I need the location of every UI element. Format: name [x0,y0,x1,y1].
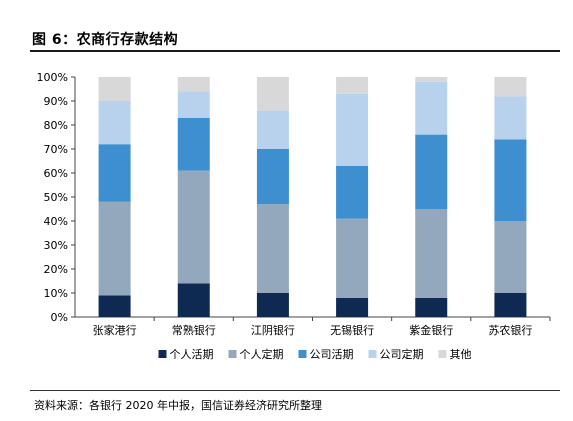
stacked-bar-chart: 0% 10% 20% 30% 40% 50% 60% 70% 80% 90% 100% 张家港行 常熟银… [37,71,551,361]
bar-segment [256,77,289,111]
bar-segment [98,101,131,145]
legend-swatch [298,350,307,358]
y-tick-label: 50% [44,191,68,204]
y-tick-label: 10% [44,287,68,300]
x-tick-label: 无锡银行 [330,323,374,337]
bar-segment [336,93,369,166]
bar-segment [494,221,527,293]
bar-segment [98,201,131,296]
y-tick-label: 90% [44,95,68,108]
y-tick-label: 30% [44,239,68,252]
bar-segment [494,96,527,140]
x-tick-label: 江阴银行 [251,323,295,337]
source-note: 资料来源：各银行 2020 年中报，国信证券经济研究所整理 [34,399,322,412]
y-tick-label: 0% [51,311,68,324]
legend-swatch [228,350,237,358]
legend-label: 公司活期 [310,348,354,361]
y-tick-label: 70% [44,143,68,156]
bar-segment [494,77,527,97]
bar-segment [415,81,448,135]
legend-swatch [368,350,377,358]
bar-segment [177,91,210,118]
legend-swatch [158,350,167,358]
x-tick-label: 常熟银行 [172,323,216,337]
y-tick-label: 80% [44,119,68,132]
bar-segment [415,297,448,317]
x-tick-label: 紫金银行 [409,323,453,337]
y-tick-label: 40% [44,215,68,228]
bar-segment [177,170,210,284]
bar-segment [98,77,131,101]
bar-segment [415,209,448,298]
legend-swatch [438,350,447,358]
bar-segment [415,77,448,82]
bar-segment [256,204,289,293]
x-tick-label: 苏农银行 [488,323,532,337]
bar-segment [336,77,369,94]
bar-segment [494,293,527,317]
y-tick-label: 100% [37,71,68,84]
bar-segment [256,149,289,205]
page-title: 图 6：农商行存款结构 [32,32,179,48]
legend-label: 个人活期 [170,348,214,361]
bar-segment [98,144,131,202]
bar-segment [494,139,527,221]
bar-segment [177,117,210,171]
bar-segment [415,134,448,209]
source-bar: 资料来源：各银行 2020 年中报，国信证券经济研究所整理 [30,390,560,412]
bar-segment [98,295,131,317]
bar-segment [336,297,369,317]
y-tick-label: 60% [44,167,68,180]
x-tick-label: 张家港行 [93,323,137,337]
bar-segment [177,77,210,92]
title-bar: 图 6：农商行存款结构 [30,28,560,52]
y-tick-label: 20% [44,263,68,276]
bar-segment [336,218,369,298]
bar-segment [177,283,210,317]
bar-segment [256,293,289,317]
bar-segment [256,110,289,149]
legend-label: 个人定期 [240,347,284,361]
legend-label: 其他 [450,348,472,361]
legend-label: 公司定期 [380,347,424,361]
bar-segment [336,165,369,219]
